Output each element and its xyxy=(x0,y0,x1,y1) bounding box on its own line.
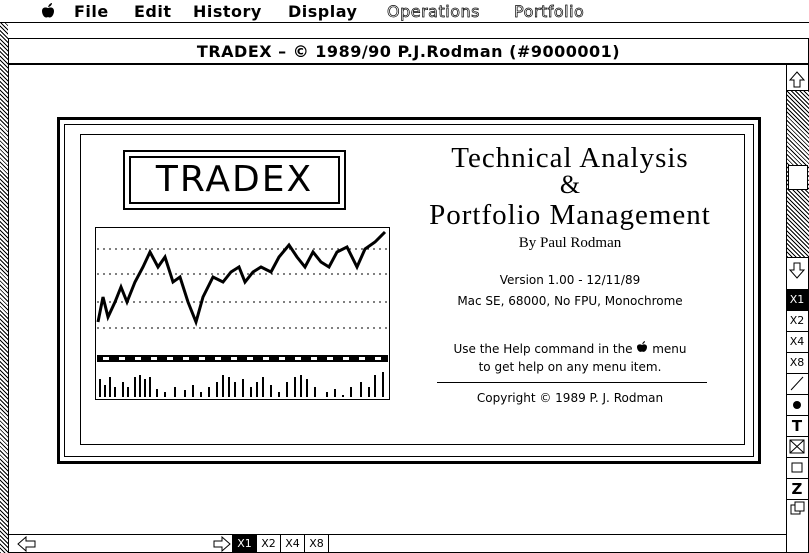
help-line-2: to get help on any menu item. xyxy=(478,360,662,374)
cross-tool[interactable] xyxy=(786,436,808,457)
zoom-tool[interactable]: Z xyxy=(786,478,808,499)
box-tool[interactable] xyxy=(786,457,808,478)
scroll-left[interactable] xyxy=(16,536,38,552)
menu-item[interactable]: Edit xyxy=(134,2,172,21)
dot-tool[interactable] xyxy=(786,394,808,415)
zoom-button[interactable]: X2 xyxy=(256,535,280,553)
scroll-right[interactable] xyxy=(212,536,232,552)
title-bar: TRADEX – © 1989/90 P.J.Rodman (#9000001) xyxy=(8,38,809,65)
zoom-button[interactable]: X4 xyxy=(280,535,304,553)
heading-line-2: & xyxy=(559,170,581,199)
help-text: Use the Help command in the xyxy=(453,342,633,356)
horizontal-scrollbar xyxy=(8,534,787,553)
menu-item[interactable]: File xyxy=(74,2,109,21)
separator xyxy=(437,382,707,383)
text-tool[interactable]: T xyxy=(786,415,808,436)
copyright: Copyright © 1989 P. J. Rodman xyxy=(476,391,664,405)
bar-end xyxy=(328,535,329,553)
menu-bar xyxy=(0,0,809,23)
version: Version 1.00 - 12/11/89 xyxy=(499,273,641,287)
apple-menu[interactable] xyxy=(40,3,56,20)
system: Mac SE, 68000, No FPU, Monochrome xyxy=(457,294,683,308)
splash-outer xyxy=(57,117,761,464)
splash-panel xyxy=(80,134,745,445)
menu-item[interactable]: Operations xyxy=(387,2,480,22)
zoom-button[interactable]: X2 xyxy=(786,310,808,331)
heading-line-1: Technical Analysis xyxy=(451,142,689,174)
zoom-button[interactable]: X1 xyxy=(786,289,808,310)
apple-icon xyxy=(637,341,648,352)
menu-item[interactable]: History xyxy=(193,2,262,21)
zoom-button[interactable]: X4 xyxy=(786,331,808,352)
zoom-button[interactable]: X1 xyxy=(232,535,256,553)
logo-chart xyxy=(95,227,390,400)
zoom-button[interactable]: X8 xyxy=(304,535,328,553)
menu-item[interactable]: Display xyxy=(288,2,358,21)
scroll-down[interactable] xyxy=(788,260,806,280)
line-tool[interactable] xyxy=(786,373,808,394)
help-line-1: Use the Help command in the menu xyxy=(395,341,745,356)
zoom-button[interactable]: X8 xyxy=(786,352,808,373)
help-text: menu xyxy=(652,342,687,356)
logo-box xyxy=(123,150,346,210)
scroll-up[interactable] xyxy=(788,70,806,90)
author: By Paul Rodman xyxy=(518,235,622,251)
logo: TRADEX xyxy=(129,156,340,204)
menu-item[interactable]: Portfolio xyxy=(514,2,585,22)
splash-inner xyxy=(64,124,754,457)
window-frame xyxy=(0,23,8,553)
heading-line-3: Portfolio Management xyxy=(429,199,711,231)
scroll-thumb[interactable] xyxy=(788,165,808,190)
window-tool[interactable] xyxy=(786,499,808,520)
